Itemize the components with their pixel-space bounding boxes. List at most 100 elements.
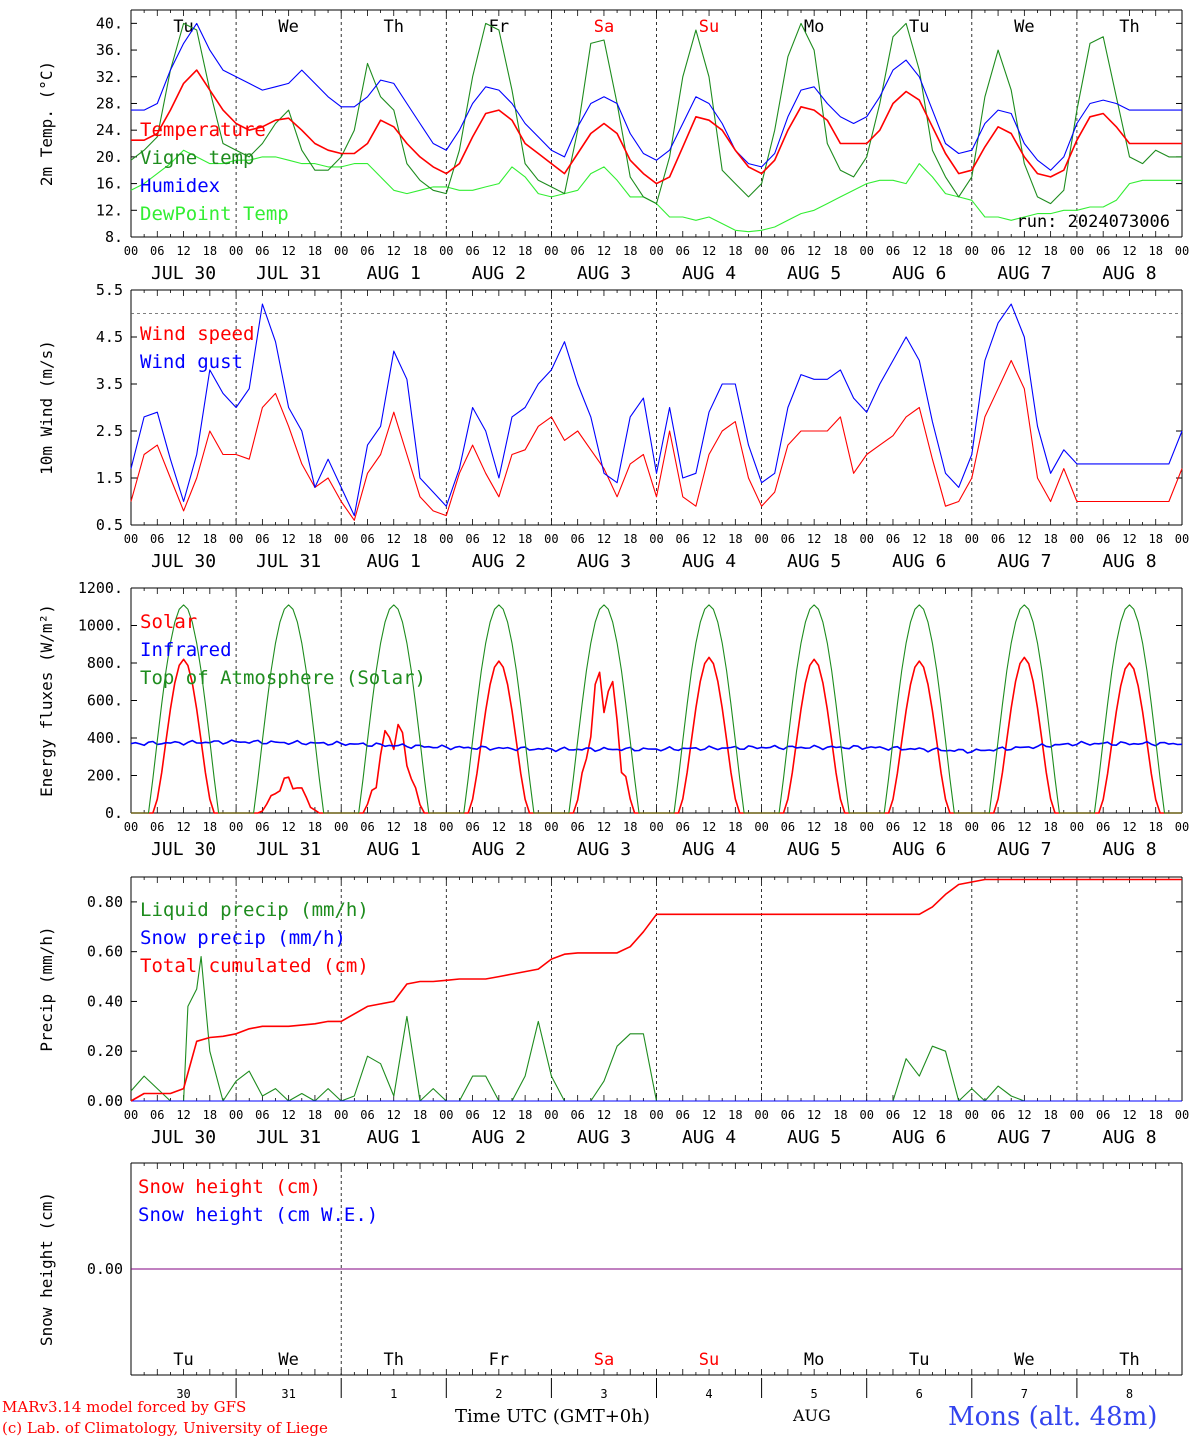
panel-snow: 0.00 Snow height (cm) Tu We Th Fr Sa Su Mo Tu We Th… xyxy=(37,1162,1183,1376)
hour-tick-label: 00 xyxy=(124,820,138,834)
hour-tick-label: 06 xyxy=(570,820,584,834)
legend-entry: Solar xyxy=(140,611,197,633)
day-number-label: 4 xyxy=(705,1387,712,1401)
weekday-label: Th xyxy=(1119,17,1139,37)
date-label: AUG 8 xyxy=(1102,263,1156,284)
hour-tick-label: 12 xyxy=(807,820,821,834)
hour-tick-label: 18 xyxy=(938,532,952,546)
y-tick-label: 1200. xyxy=(78,579,123,597)
hour-tick-label: 12 xyxy=(702,532,716,546)
hour-tick-label: 18 xyxy=(833,820,847,834)
hour-tick-label: 06 xyxy=(150,1108,164,1122)
hour-tick-label: 12 xyxy=(176,244,190,258)
date-label: AUG 2 xyxy=(472,1127,526,1148)
date-label: AUG 5 xyxy=(787,839,841,860)
weekday-label: Th xyxy=(384,1350,404,1370)
hour-tick-label: 00 xyxy=(965,1108,979,1122)
date-label: AUG 2 xyxy=(472,263,526,284)
hour-tick-label: 18 xyxy=(1148,820,1162,834)
hour-tick-label: 12 xyxy=(387,244,401,258)
hour-tick-label: 18 xyxy=(413,1108,427,1122)
panel-energy: 0. 200. 400. 600. 800. 1000. 1200. Energy fluxe… xyxy=(37,579,1189,860)
hour-tick-label: 06 xyxy=(781,244,795,258)
hour-tick-label: 18 xyxy=(1043,1108,1057,1122)
hour-tick-label: 12 xyxy=(281,244,295,258)
date-label: JUL 31 xyxy=(256,1127,321,1148)
hour-tick-label: 06 xyxy=(1096,532,1110,546)
hour-tick-label: 00 xyxy=(754,244,768,258)
hour-tick-label: 00 xyxy=(439,532,453,546)
hour-tick-label: 06 xyxy=(150,244,164,258)
y-tick-label: 800. xyxy=(87,654,123,672)
hour-tick-label: 00 xyxy=(1070,532,1084,546)
date-label: AUG 3 xyxy=(577,551,631,572)
hour-tick-label: 12 xyxy=(492,532,506,546)
y-axis-label: Energy fluxes (W/m²) xyxy=(37,604,56,797)
hour-tick-label: 00 xyxy=(859,820,873,834)
hour-tick-label: 18 xyxy=(833,1108,847,1122)
day-number-label: 3 xyxy=(600,1387,607,1401)
hour-tick-label: 06 xyxy=(360,1108,374,1122)
date-label: AUG 6 xyxy=(892,839,946,860)
date-label: AUG 4 xyxy=(682,1127,736,1148)
y-tick-label: 0.00 xyxy=(87,1260,123,1278)
date-label: AUG 2 xyxy=(472,551,526,572)
y-tick-label: 600. xyxy=(87,692,123,710)
date-label: AUG 7 xyxy=(997,1127,1051,1148)
hour-tick-label: 06 xyxy=(360,820,374,834)
y-tick-label: 32. xyxy=(96,68,123,86)
weekday-label: Su xyxy=(699,1350,719,1370)
date-label: AUG 4 xyxy=(682,839,736,860)
hour-tick-label: 12 xyxy=(702,244,716,258)
hour-tick-label: 00 xyxy=(439,820,453,834)
date-label: AUG 8 xyxy=(1102,1127,1156,1148)
y-tick-label: 24. xyxy=(96,121,123,139)
hour-tick-label: 18 xyxy=(308,820,322,834)
hour-tick-label: 06 xyxy=(150,820,164,834)
hour-tick-label: 18 xyxy=(833,532,847,546)
hour-tick-label: 06 xyxy=(570,532,584,546)
legend-entry: Infrared xyxy=(140,639,232,661)
hour-tick-label: 18 xyxy=(203,532,217,546)
hour-tick-label: 18 xyxy=(308,1108,322,1122)
day-number-label: 8 xyxy=(1126,1387,1133,1401)
model-credit: MARv3.14 model forced by GFS xyxy=(2,1398,247,1416)
hour-tick-label: 18 xyxy=(1043,820,1057,834)
hour-tick-label: 18 xyxy=(518,244,532,258)
run-annotation: run: 2024073006 xyxy=(1016,212,1170,232)
panel-temperature: 8. 12. 16. 20. 24. 28. 32. 36. 40. 2m Temp. (°C) T… xyxy=(37,9,1189,284)
hour-tick-label: 18 xyxy=(728,820,742,834)
date-label: JUL 31 xyxy=(256,551,321,572)
y-tick-label: 16. xyxy=(96,175,123,193)
y-tick-label: 12. xyxy=(96,201,123,219)
weekday-label: Th xyxy=(384,17,404,37)
hour-tick-label: 06 xyxy=(781,1108,795,1122)
hour-tick-label: 06 xyxy=(991,1108,1005,1122)
hour-tick-label: 00 xyxy=(754,532,768,546)
date-label: AUG 3 xyxy=(577,1127,631,1148)
weekday-label: Tu xyxy=(909,1350,929,1370)
weekday-label: Mo xyxy=(804,1350,824,1370)
date-label: AUG 1 xyxy=(367,839,421,860)
y-tick-label: 4.5 xyxy=(96,328,123,346)
legend-entry: Humidex xyxy=(140,175,220,197)
weekday-label: We xyxy=(1014,1350,1034,1370)
hour-tick-label: 06 xyxy=(886,1108,900,1122)
hour-tick-label: 18 xyxy=(1148,1108,1162,1122)
hour-tick-label: 18 xyxy=(203,820,217,834)
y-tick-label: 0. xyxy=(105,804,123,822)
day-number-label: 2 xyxy=(495,1387,502,1401)
weekday-label: Mo xyxy=(804,17,824,37)
day-number-label: 1 xyxy=(390,1387,397,1401)
hour-tick-label: 18 xyxy=(728,1108,742,1122)
hour-tick-label: 18 xyxy=(938,820,952,834)
legend-entry: Top of Atmosphere (Solar) xyxy=(140,667,426,689)
y-tick-label: 0.20 xyxy=(87,1042,123,1060)
legend-entry: Vigne temp xyxy=(140,147,254,169)
hour-tick-label: 12 xyxy=(912,244,926,258)
legend-entry: Liquid precip (mm/h) xyxy=(140,899,369,921)
y-tick-label: 5.5 xyxy=(96,281,123,299)
hour-tick-label: 06 xyxy=(570,1108,584,1122)
hour-tick-label: 12 xyxy=(1017,820,1031,834)
hour-tick-label: 00 xyxy=(544,1108,558,1122)
